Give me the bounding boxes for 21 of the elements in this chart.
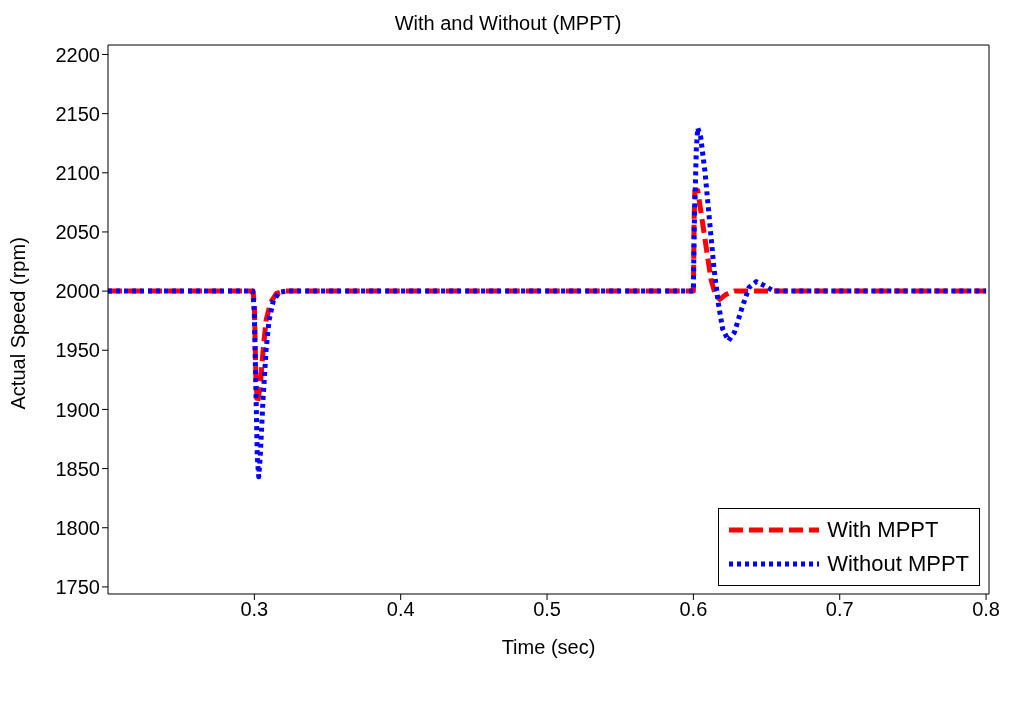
legend-label: With MPPT bbox=[827, 517, 939, 543]
x-tick-label: 0.6 bbox=[679, 598, 708, 621]
legend-label: Without MPPT bbox=[827, 551, 969, 577]
y-tick-label: 1800 bbox=[55, 516, 100, 539]
y-tick-label: 2150 bbox=[55, 102, 100, 125]
y-tick-label: 2050 bbox=[55, 221, 100, 244]
y-tick-label: 2200 bbox=[55, 43, 100, 66]
chart-title: With and Without (MPPT) bbox=[393, 12, 623, 35]
y-tick-label: 1750 bbox=[55, 576, 100, 598]
x-tick-label: 0.8 bbox=[972, 598, 1000, 621]
x-tick-label: 0.3 bbox=[240, 598, 269, 621]
y-axis-title: Actual Speed (rpm) bbox=[7, 237, 30, 410]
x-tick-label: 0.4 bbox=[386, 598, 415, 621]
y-tick-label: 1850 bbox=[55, 457, 100, 480]
y-tick-label: 2100 bbox=[55, 161, 100, 184]
x-tick-label: 0.5 bbox=[533, 598, 561, 621]
x-tick-label: 0.7 bbox=[825, 598, 854, 621]
y-tick-label: 1950 bbox=[55, 339, 100, 362]
x-axis-title: Time (sec) bbox=[501, 636, 596, 658]
y-tick-label: 2000 bbox=[55, 280, 100, 303]
y-tick-label: 1900 bbox=[55, 398, 100, 421]
